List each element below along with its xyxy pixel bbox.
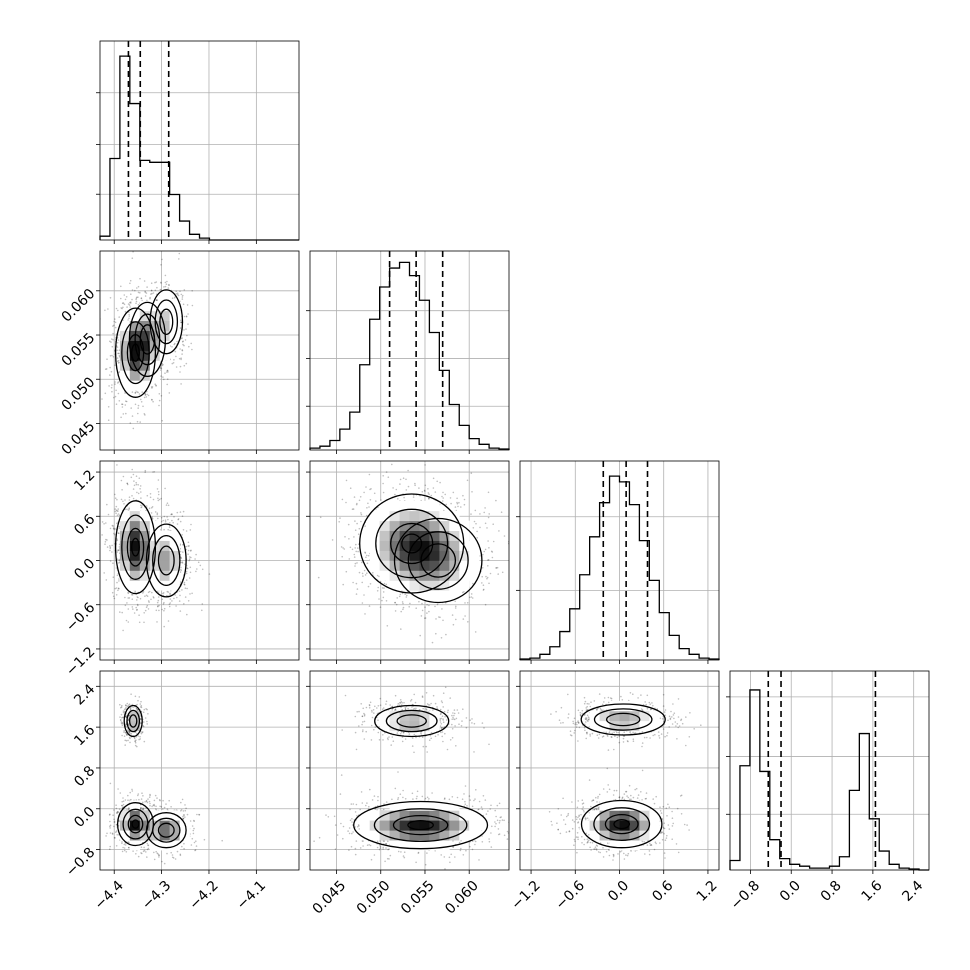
x-tick-label: −0.6 [553, 878, 588, 913]
histogram-step [519, 475, 720, 660]
x-tick-label: −1.2 [508, 878, 543, 913]
hist-panel-0 [96, 40, 300, 244]
scatter-panel-2-1 [306, 460, 510, 664]
density-contours [114, 289, 184, 398]
scatter-panel-2-0: −1.2 −0.6 0.0 0.6 1.2 [63, 460, 300, 679]
x-tick-label: −4.3 [139, 878, 174, 913]
hist-panel-2 [516, 460, 720, 664]
axes-frame [729, 670, 930, 871]
density-contours [353, 704, 489, 850]
y-tick-label: 0.6 [71, 511, 98, 538]
histogram-step [309, 261, 510, 450]
hist-panel-3: −0.8 0.0 0.8 1.6 2.4 [726, 670, 930, 913]
x-tick-label: 0.6 [649, 878, 676, 905]
histogram-step [729, 689, 929, 871]
y-tick-label: −1.2 [63, 644, 98, 679]
y-tick-label: 0.055 [59, 330, 99, 370]
histogram-step [99, 55, 299, 241]
x-tick-label: 0.045 [310, 878, 350, 918]
x-tick-label: 0.060 [442, 878, 482, 918]
axes-frame [309, 670, 510, 871]
axes-frame [309, 250, 510, 451]
scatter-panel-3-0: −4.4 −4.3 −4.2 −4.1 −0.8 0.0 0.8 1.6 2.4 [63, 670, 300, 913]
x-tick-label: 1.6 [859, 878, 886, 905]
x-tick-label: 2.4 [899, 878, 926, 905]
x-tick-label: −0.8 [728, 878, 763, 913]
x-tick-label: 0.055 [398, 878, 438, 918]
y-tick-label: −0.8 [63, 845, 98, 880]
y-tick-label: 0.8 [71, 763, 98, 790]
y-tick-label: 0.045 [59, 419, 99, 459]
y-tick-label: −0.6 [63, 600, 98, 635]
density-contours [359, 493, 483, 604]
x-tick-label: −4.4 [92, 878, 127, 913]
y-tick-label: 0.0 [71, 804, 98, 831]
density-contours [116, 704, 187, 849]
y-tick-label: 0.050 [59, 374, 99, 414]
y-tick-label: 1.2 [71, 467, 98, 494]
x-tick-label: 1.2 [694, 878, 721, 905]
y-tick-label: 2.4 [71, 681, 98, 708]
axes-frame [99, 250, 300, 451]
axes-frame [99, 670, 300, 871]
axes-frame [99, 40, 300, 241]
x-tick-label: −4.1 [234, 878, 269, 913]
y-tick-label: 0.060 [59, 286, 99, 326]
x-tick-label: −4.2 [186, 878, 221, 913]
x-tick-label: 0.050 [354, 878, 394, 918]
density-contours [580, 703, 666, 849]
y-tick-label: 1.6 [71, 722, 98, 749]
x-tick-label: 0.8 [818, 878, 845, 905]
y-tick-label: 0.0 [71, 556, 98, 583]
scatter-panel-3-1: 0.045 0.050 0.055 0.060 [306, 670, 510, 918]
density-cells [359, 500, 480, 601]
x-tick-label: 0.0 [605, 878, 632, 905]
hist-panel-1 [306, 250, 510, 454]
density-contours [114, 500, 187, 598]
scatter-panel-3-2: −1.2 −0.6 0.0 0.6 1.2 [508, 670, 721, 913]
x-tick-label: 0.0 [777, 878, 804, 905]
